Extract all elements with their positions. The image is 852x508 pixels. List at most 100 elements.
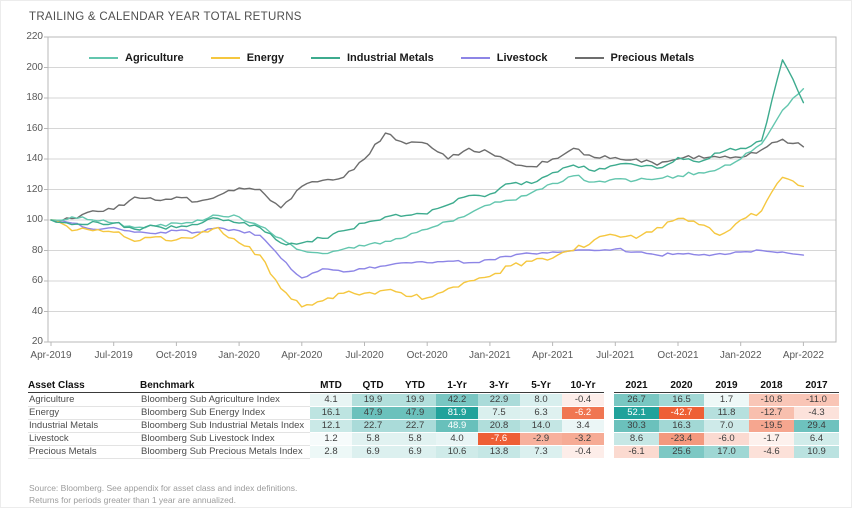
legend-swatch-icon — [210, 57, 240, 59]
return-value-cell: 7.3 — [520, 446, 562, 459]
x-axis-label: Apr-2022 — [782, 350, 824, 361]
table-row: Precious Metals Bloomberg Sub Precious Me… — [28, 446, 840, 459]
series-line-precious-metals — [50, 132, 805, 222]
return-value-cell: 47.9 — [394, 407, 436, 420]
return-value-cell: 20.8 — [478, 420, 520, 433]
return-value-cell: -7.6 — [478, 433, 520, 446]
legend-swatch-icon — [310, 57, 340, 59]
y-axis-label: 60 — [31, 275, 43, 286]
return-value-cell: 3.4 — [562, 420, 604, 433]
table-row: Energy Bloomberg Sub Energy Index 16.1 47.9… — [28, 407, 840, 420]
x-axis-label: Jan-2022 — [719, 350, 762, 361]
year-value-cell: 26.7 — [614, 394, 659, 407]
legend-label: Agriculture — [125, 52, 184, 64]
legend-item-industrial-metals: Industrial Metals — [310, 52, 434, 64]
year-value-cell: -19.5 — [749, 420, 794, 433]
return-value-cell: -0.4 — [562, 394, 604, 407]
year-value-cell: 52.1 — [614, 407, 659, 420]
y-axis-label: 120 — [26, 183, 43, 195]
return-value-cell: 81.9 — [436, 407, 478, 420]
benchmark-cell: Bloomberg Sub Industrial Metals Index — [140, 420, 310, 433]
year-value-cell: 7.0 — [704, 420, 749, 433]
row-gap — [604, 446, 614, 459]
return-value-cell: -6.2 — [562, 407, 604, 420]
year-value-cell: 30.3 — [614, 420, 659, 433]
total-returns-chart: 220 200 180 160 140 120 100 80 60 40 20 Apr-2019 Ju… — [1, 1, 851, 376]
return-value-cell: 5.8 — [394, 433, 436, 446]
year-value-cell: -6.1 — [614, 446, 659, 459]
x-axis-label: Jan-2021 — [469, 350, 511, 361]
table-header-row: Asset Class Benchmark MTD QTD YTD 1-Yr 3-Yr 5-Y… — [28, 379, 840, 394]
x-axis-label: Jul-2021 — [596, 350, 635, 361]
y-axis-label: 200 — [26, 61, 43, 73]
chart-canvas — [44, 36, 837, 346]
x-axis-label: Jul-2019 — [94, 350, 133, 361]
year-value-cell: 16.3 — [659, 420, 704, 433]
y-axis-label: 40 — [31, 305, 43, 317]
return-value-cell: 4.1 — [310, 394, 352, 407]
column-header: Asset Class — [28, 380, 140, 393]
table-row: Industrial Metals Bloomberg Sub Industria… — [28, 420, 840, 433]
return-value-cell: 6.9 — [394, 446, 436, 459]
series-line-energy — [50, 176, 805, 308]
column-header: QTD — [352, 380, 394, 393]
x-axis-label: Jan-2020 — [218, 350, 260, 361]
year-value-cell: -10.8 — [749, 394, 794, 407]
column-header: 5-Yr — [520, 380, 562, 393]
legend-item-agriculture: Agriculture — [89, 52, 184, 64]
row-gap — [604, 394, 614, 407]
legend-label: Livestock — [496, 52, 548, 64]
asset-class-cell: Livestock — [28, 433, 140, 446]
return-value-cell: 12.1 — [310, 420, 352, 433]
legend-item-livestock: Livestock — [460, 52, 548, 64]
x-axis-label: Apr-2020 — [281, 350, 323, 361]
row-gap — [604, 407, 614, 420]
return-value-cell: 6.3 — [520, 407, 562, 420]
asset-class-cell: Agriculture — [28, 394, 140, 407]
return-value-cell: -0.4 — [562, 446, 604, 459]
benchmark-cell: Bloomberg Sub Livestock Index — [140, 433, 310, 446]
year-column-header: 2021 — [614, 380, 659, 393]
legend-label: Industrial Metals — [346, 52, 434, 64]
return-value-cell: 13.8 — [478, 446, 520, 459]
footnotes: Source: Bloomberg. See appendix for asse… — [29, 482, 297, 506]
table-row: Livestock Bloomberg Sub Livestock Index 1.… — [28, 433, 840, 446]
y-axis-label: 100 — [26, 214, 43, 225]
asset-class-cell: Precious Metals — [28, 446, 140, 459]
year-value-cell: 10.9 — [794, 446, 839, 459]
column-header: 1-Yr — [436, 380, 478, 393]
y-axis-label: 80 — [31, 244, 43, 256]
legend-item-energy: Energy — [210, 52, 284, 64]
year-value-cell: -6.0 — [704, 433, 749, 446]
return-value-cell: 22.9 — [478, 394, 520, 407]
header-gap — [604, 379, 614, 394]
legend-swatch-icon — [460, 57, 490, 59]
return-value-cell: 5.8 — [352, 433, 394, 446]
return-value-cell: 8.0 — [520, 394, 562, 407]
year-value-cell: -11.0 — [794, 394, 839, 407]
legend-item-precious-metals: Precious Metals — [574, 52, 694, 64]
return-value-cell: 2.8 — [310, 446, 352, 459]
return-value-cell: 19.9 — [352, 394, 394, 407]
year-value-cell: -1.7 — [749, 433, 794, 446]
column-header: MTD — [310, 380, 352, 393]
x-axis-label: Apr-2021 — [532, 350, 574, 361]
footnote-source: Source: Bloomberg. See appendix for asse… — [29, 483, 298, 493]
series-line-agriculture — [50, 88, 805, 255]
return-value-cell: 48.9 — [436, 420, 478, 433]
series-line-industrial-metals — [50, 59, 805, 246]
return-value-cell: 19.9 — [394, 394, 436, 407]
return-value-cell: -3.2 — [562, 433, 604, 446]
benchmark-cell: Bloomberg Sub Precious Metals Index — [140, 446, 310, 459]
x-axis-label: Oct-2021 — [657, 350, 699, 361]
footnote-annualized: Returns for periods greater than 1 year … — [29, 495, 236, 505]
column-header: YTD — [394, 380, 436, 393]
year-value-cell: 6.4 — [794, 433, 839, 446]
series-line-livestock — [50, 219, 805, 279]
return-value-cell: 1.2 — [310, 433, 352, 446]
returns-table: Asset Class Benchmark MTD QTD YTD 1-Yr 3-Yr 5-Y… — [28, 379, 840, 459]
x-axis-label: Jul-2020 — [345, 350, 384, 361]
x-axis-label: Oct-2019 — [155, 350, 197, 361]
x-axis-label: Apr-2019 — [30, 350, 72, 361]
